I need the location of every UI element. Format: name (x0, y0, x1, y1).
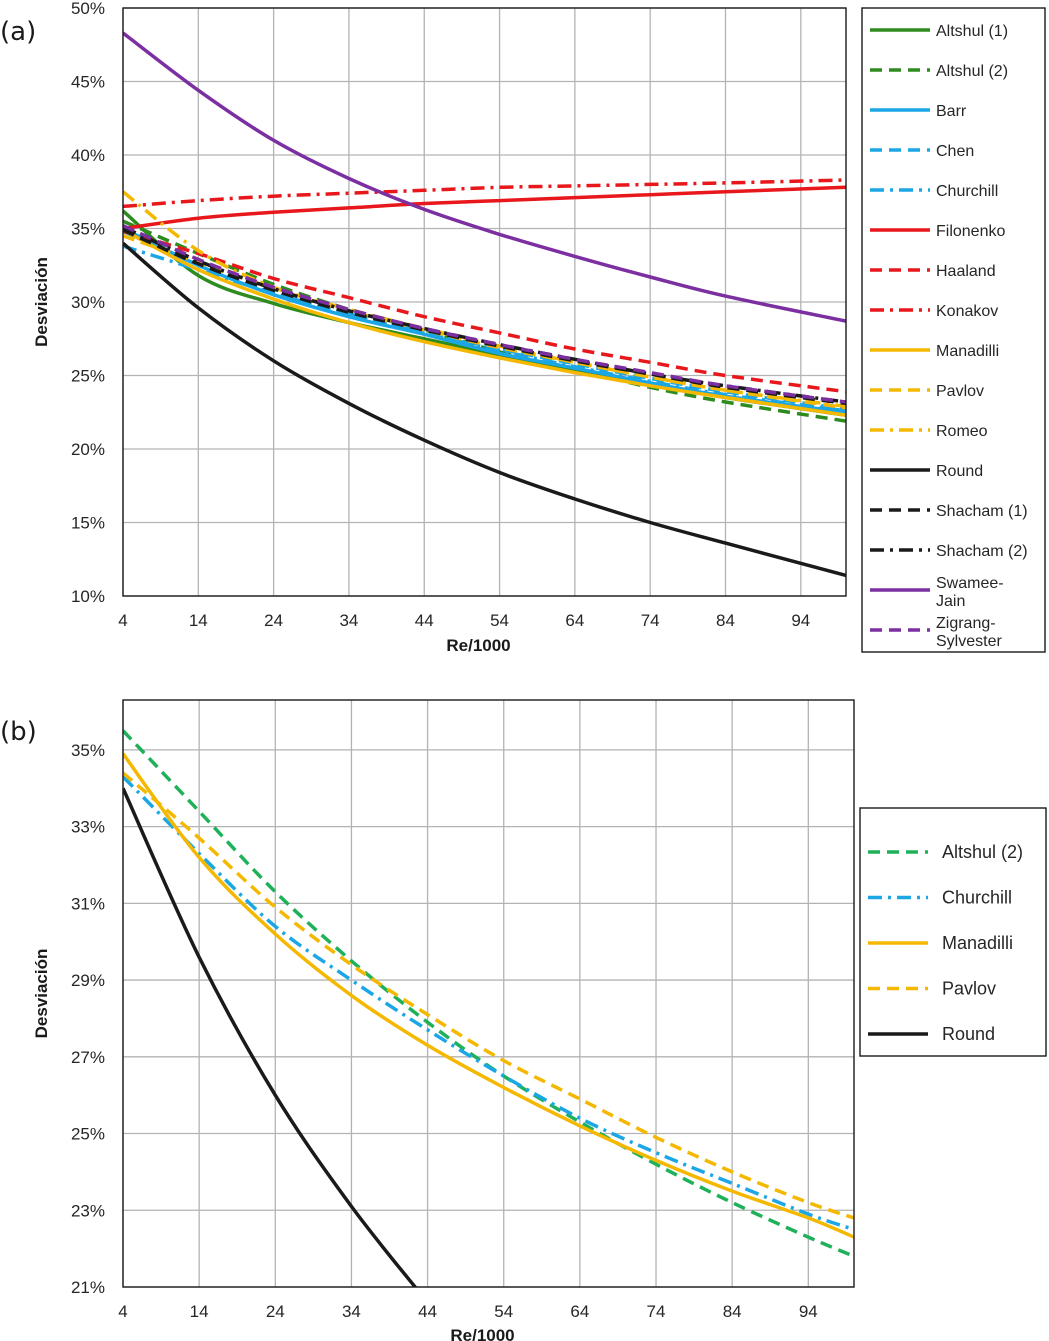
legend-label: Churchill (942, 888, 1012, 908)
y-tick-label: 23% (71, 1201, 105, 1220)
legend-label: Haaland (936, 263, 996, 280)
y-tick-label: 10% (71, 587, 105, 606)
y-axis-title: Desviación (32, 949, 51, 1039)
y-tick-label: 15% (71, 514, 105, 533)
y-tick-label: 35% (71, 741, 105, 760)
x-tick-label: 54 (494, 1302, 513, 1321)
series-lines-a (123, 31, 846, 578)
series-lines-b (123, 729, 854, 1287)
series-line-zigrang-sylvester (123, 224, 846, 404)
series-line-konakov (123, 178, 846, 209)
x-tick-label: 44 (415, 611, 434, 630)
x-tick-label: 54 (490, 611, 509, 630)
legend-label: Zigrang-Sylvester (936, 615, 1002, 650)
grid-b (122, 700, 854, 1288)
legend-label: Manadilli (936, 343, 999, 360)
series-line-barr (123, 226, 846, 415)
series-line-haaland (123, 229, 846, 394)
series-line-filonenko (123, 185, 846, 231)
x-tick-label: 44 (418, 1302, 437, 1321)
legend-label: Pavlov (936, 383, 984, 400)
x-tick-label: 94 (791, 611, 810, 630)
x-tick-label: 84 (716, 611, 735, 630)
x-tick-label: 24 (264, 611, 283, 630)
x-axis-title: Re/1000 (446, 636, 510, 655)
plot-area-frame (122, 7, 847, 597)
series-line-swamee-jain (123, 31, 846, 323)
legend-label: Barr (936, 103, 967, 120)
x-tick-label: 14 (189, 611, 208, 630)
y-tick-label: 25% (71, 367, 105, 386)
legend-label: Manadilli (942, 933, 1013, 953)
y-tick-label: 27% (71, 1048, 105, 1067)
y-tick-label: 21% (71, 1278, 105, 1297)
panel-label-a: (a) (0, 17, 36, 47)
legend-b: Altshul (2) Churchill Manadilli Pavlov Round (859, 807, 1047, 1057)
y-axis-title: Desviación (32, 257, 51, 347)
chart-panel-a: (a) 4 14 24 34 44 54 64 74 84 94 10% 15% 20% 25% 30% 35… (0, 0, 1046, 655)
series-line-pavlov (123, 234, 846, 410)
legend-label: Filonenko (936, 223, 1005, 240)
x-tick-label: 84 (723, 1302, 742, 1321)
y-tick-label: 31% (71, 894, 105, 913)
x-axis-title: Re/1000 (450, 1326, 514, 1341)
axes-a: 4 14 24 34 44 54 64 74 84 94 10% 15% 20% 25% 30% 35% 40%… (32, 0, 847, 655)
series-line-manadilli (123, 228, 846, 417)
series-line-churchill (123, 775, 854, 1232)
legend-box (861, 7, 1046, 653)
y-tick-label: 45% (71, 73, 105, 92)
y-tick-label: 30% (71, 293, 105, 312)
series-line-manadilli (123, 752, 854, 1239)
legend-label: Round (936, 463, 983, 480)
series-line-round (123, 787, 418, 1287)
grid-a (122, 7, 846, 597)
x-tick-label: 74 (647, 1302, 666, 1321)
legend-label: Altshul (2) (936, 63, 1008, 80)
series-line-churchill (123, 244, 846, 413)
legend-label: Romeo (936, 423, 988, 440)
x-tick-label: 4 (118, 611, 127, 630)
y-tick-label: 33% (71, 818, 105, 837)
legend-label: Round (942, 1024, 995, 1044)
legend-box (859, 807, 1047, 1057)
legend-label: Churchill (936, 183, 998, 200)
x-tick-label: 94 (799, 1302, 818, 1321)
series-line-round (123, 241, 846, 578)
x-tick-label: 74 (641, 611, 660, 630)
legend-label: Altshul (2) (942, 842, 1023, 862)
legend-label: Shacham (1) (936, 503, 1028, 520)
x-tick-label: 64 (570, 1302, 589, 1321)
axes-b: 4 14 24 34 44 54 64 74 84 94 21% 23% 25% 27% 29% 31% 33%… (32, 699, 855, 1341)
y-tick-label: 29% (71, 971, 105, 990)
y-tick-label: 40% (71, 146, 105, 165)
chart-panel-b: (b) 4 14 24 34 44 54 64 74 84 94 21% 23% 25% 27% 29% 31… (0, 699, 1047, 1341)
x-tick-label: 24 (266, 1302, 285, 1321)
series-line-altshul-1- (123, 209, 846, 417)
y-tick-label: 25% (71, 1125, 105, 1144)
x-tick-label: 34 (339, 611, 358, 630)
legend-label: Konakov (936, 303, 998, 320)
series-line-chen (123, 229, 846, 412)
legend-label: Chen (936, 143, 974, 160)
x-tick-label: 64 (565, 611, 584, 630)
y-tick-label: 20% (71, 440, 105, 459)
x-tick-label: 14 (190, 1302, 209, 1321)
y-tick-label: 50% (71, 0, 105, 18)
legend-label: Altshul (1) (936, 23, 1008, 40)
legend-label: Shacham (2) (936, 543, 1028, 560)
panel-label-b: (b) (0, 717, 37, 747)
x-tick-label: 34 (342, 1302, 361, 1321)
y-tick-label: 35% (71, 220, 105, 239)
legend-label: Swamee-Jain (936, 575, 1004, 610)
plot-area-frame (122, 699, 855, 1288)
legend-label: Pavlov (942, 979, 996, 999)
series-line-pavlov (123, 771, 854, 1220)
x-tick-label: 4 (118, 1302, 127, 1321)
legend-a: Altshul (1) Altshul (2) Barr Chen Churchill F… (861, 7, 1046, 653)
